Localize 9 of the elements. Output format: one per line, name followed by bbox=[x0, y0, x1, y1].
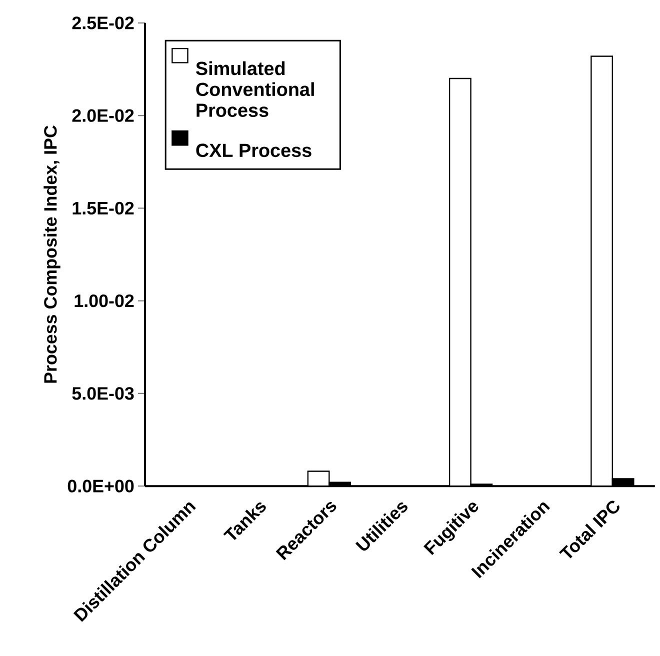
legend-label: Simulated Conventional Process bbox=[196, 61, 314, 117]
y-tick-label: 5.0E-03 bbox=[72, 387, 134, 400]
y-axis-title: Process Composite Index, IPC bbox=[44, 126, 60, 383]
y-tick-label: 2.5E-02 bbox=[72, 16, 134, 30]
y-tick-label: 0.0E+00 bbox=[68, 480, 134, 492]
y-tick-label: 1.5E-02 bbox=[72, 202, 134, 215]
y-tick-label: 1.00-02 bbox=[74, 294, 134, 308]
legend-label: CXL Process bbox=[196, 144, 312, 158]
y-tick-label: 2.0E-02 bbox=[72, 109, 134, 122]
